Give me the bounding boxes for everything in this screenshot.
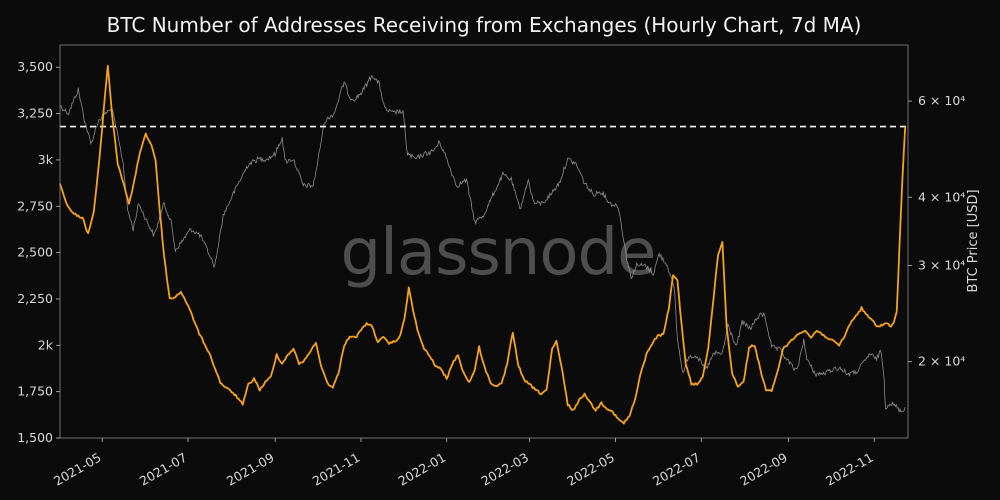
y-tick-label: 1,500: [17, 430, 53, 445]
y-tick-label: 3,250: [17, 106, 53, 121]
watermark: glassnode: [340, 216, 655, 290]
x-tick-label: 2021-05: [51, 450, 104, 489]
y-tick-label: 2,250: [17, 291, 53, 306]
y-right-tick-label: 3 × 10⁴: [918, 258, 965, 273]
y-tick-label: 2k: [38, 337, 54, 352]
y-axis-left: 1,500 1,750 2k 2,250 2,500 2,750 3k 3,250 3,500: [17, 59, 60, 445]
y-right-tick-label: 4 × 10⁴: [918, 189, 965, 204]
x-tick-label: 2021-07: [137, 450, 190, 489]
addresses-series-layer: [59, 64, 907, 425]
y-tick-label: 3,500: [17, 59, 53, 74]
x-tick-label: 2022-03: [478, 450, 531, 489]
addresses-line: [59, 64, 907, 425]
y-tick-label: 3k: [38, 152, 54, 167]
y-tick-label: 2,500: [17, 245, 53, 260]
y-tick-label: 1,750: [17, 384, 53, 399]
plot-background: [60, 45, 908, 438]
x-tick-label: 2022-05: [564, 450, 617, 489]
x-tick-label: 2022-09: [737, 450, 790, 489]
y-axis-right: 2 × 10⁴ 3 × 10⁴ 4 × 10⁴ 6 × 10⁴: [908, 93, 965, 369]
btc-price-line: [59, 75, 906, 413]
right-axis-label: BTC Price [USD]: [966, 189, 981, 292]
chart-title: BTC Number of Addresses Receiving from E…: [107, 13, 862, 37]
x-tick-label: 2022-11: [823, 450, 876, 489]
x-tick-label: 2022-01: [395, 450, 448, 489]
x-tick-label: 2021-09: [224, 450, 277, 489]
x-axis: 2021-05 2021-07 2021-09 2021-11 2022-01 2022-…: [51, 438, 876, 489]
plot-frame: [59, 44, 909, 439]
y-right-tick-label: 6 × 10⁴: [918, 93, 965, 108]
y-tick-label: 2,750: [17, 198, 53, 213]
x-tick-label: 2022-07: [650, 450, 703, 489]
x-tick-label: 2021-11: [310, 450, 363, 489]
price-series-layer: [59, 75, 906, 413]
y-right-tick-label: 2 × 10⁴: [918, 354, 965, 369]
